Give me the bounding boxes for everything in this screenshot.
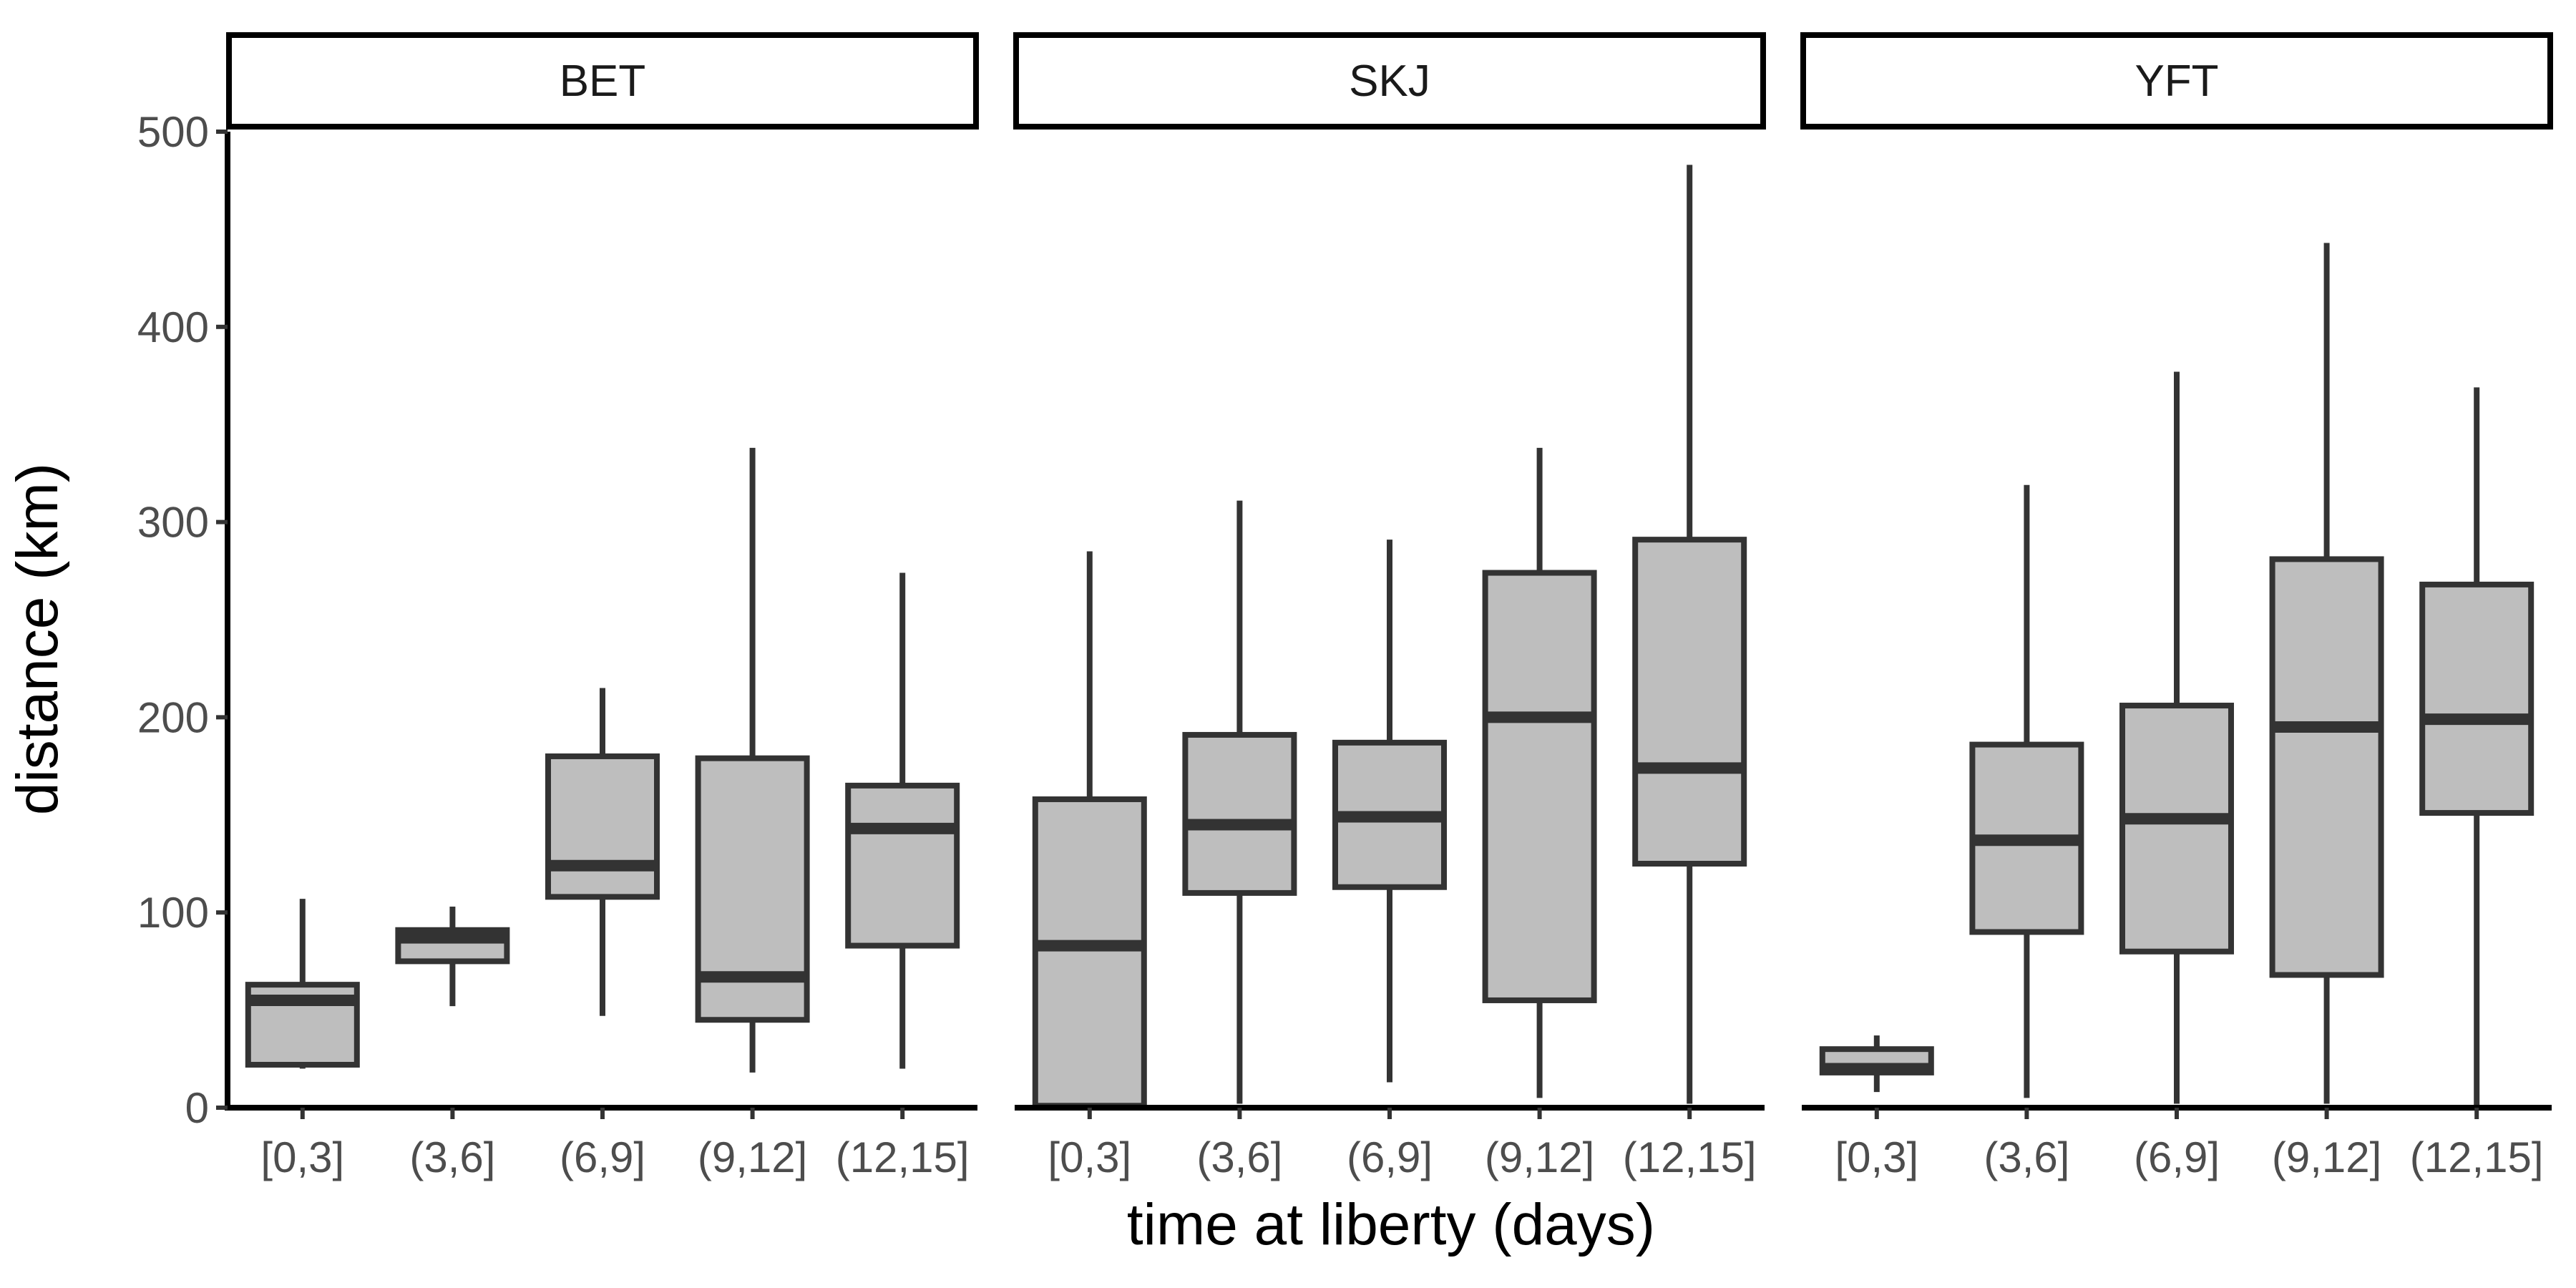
box-4 xyxy=(2269,243,2384,1104)
box-1 xyxy=(1819,1035,1934,1093)
box-iqr xyxy=(1482,570,1597,1003)
box-iqr xyxy=(2269,556,2384,978)
box-1 xyxy=(245,899,360,1069)
x-tick-label: [0,3] xyxy=(1835,1133,1918,1181)
facet-strip xyxy=(226,32,979,130)
facet-strip xyxy=(1800,32,2553,130)
x-tick-label: [0,3] xyxy=(260,1133,344,1181)
box-2 xyxy=(395,907,510,1007)
box-iqr xyxy=(2119,703,2234,955)
x-axis-title: time at liberty (days) xyxy=(1127,1192,1655,1257)
y-tick-label: 300 xyxy=(137,499,209,547)
x-tick-label: (12,15] xyxy=(836,1133,970,1181)
box-2 xyxy=(1182,500,1297,1104)
facet-panel-bet: BET [0,3] (3,6] (6,9] (9,12] (12,15] xyxy=(226,32,979,1181)
x-tick-label: [0,3] xyxy=(1048,1133,1131,1181)
box-3 xyxy=(2119,371,2234,1104)
x-tick-label: (3,6] xyxy=(409,1133,495,1181)
facet-strip-label: BET xyxy=(560,57,646,106)
facet-strip-label: SKJ xyxy=(1349,57,1430,106)
x-tick-label: (9,12] xyxy=(698,1133,807,1181)
x-tick-label: (6,9] xyxy=(560,1133,645,1181)
box-3 xyxy=(1332,540,1447,1083)
box-5 xyxy=(1632,165,1747,1104)
box-iqr xyxy=(1032,796,1147,1109)
facet-panels: BET [0,3] (3,6] (6,9] (9,12] (12,15] SKJ [0,3] (… xyxy=(226,32,2553,1181)
box-4 xyxy=(695,447,810,1073)
x-tick-label: (9,12] xyxy=(1485,1133,1594,1181)
box-iqr xyxy=(1182,731,1297,896)
box-iqr xyxy=(545,753,660,900)
box-5 xyxy=(2419,387,2534,1108)
box-iqr xyxy=(1632,537,1747,867)
box-2 xyxy=(1969,484,2084,1098)
facet-strip xyxy=(1013,32,1766,130)
y-axis-title: distance (km) xyxy=(5,463,70,815)
y-tick-label: 100 xyxy=(137,889,209,937)
x-tick-label: (6,9] xyxy=(2134,1133,2220,1181)
y-tick-label: 500 xyxy=(137,108,209,156)
x-tick-label: (6,9] xyxy=(1347,1133,1433,1181)
x-tick-label: (9,12] xyxy=(2272,1133,2381,1181)
x-tick-label: (12,15] xyxy=(2410,1133,2544,1181)
y-tick-label: 200 xyxy=(137,693,209,741)
x-tick-label: (3,6] xyxy=(1196,1133,1282,1181)
facet-panel-yft: YFT [0,3] (3,6] (6,9] (9,12] (12,15] xyxy=(1800,32,2553,1181)
box-5 xyxy=(845,572,960,1069)
facet-strip-label: YFT xyxy=(2135,57,2218,106)
y-tick-label: 0 xyxy=(185,1084,209,1132)
box-1 xyxy=(1032,551,1147,1109)
box-3 xyxy=(545,688,660,1016)
box-iqr xyxy=(2419,581,2534,816)
y-axis: 0 100 200 300 400 500 xyxy=(137,108,230,1132)
facet-panel-skj: SKJ [0,3] (3,6] (6,9] (9,12] (12,15] xyxy=(1013,32,1766,1181)
y-tick-label: 400 xyxy=(137,303,209,351)
box-4 xyxy=(1482,447,1597,1098)
box-iqr xyxy=(845,782,960,949)
x-tick-label: (12,15] xyxy=(1623,1133,1757,1181)
x-tick-label: (3,6] xyxy=(1984,1133,2069,1181)
